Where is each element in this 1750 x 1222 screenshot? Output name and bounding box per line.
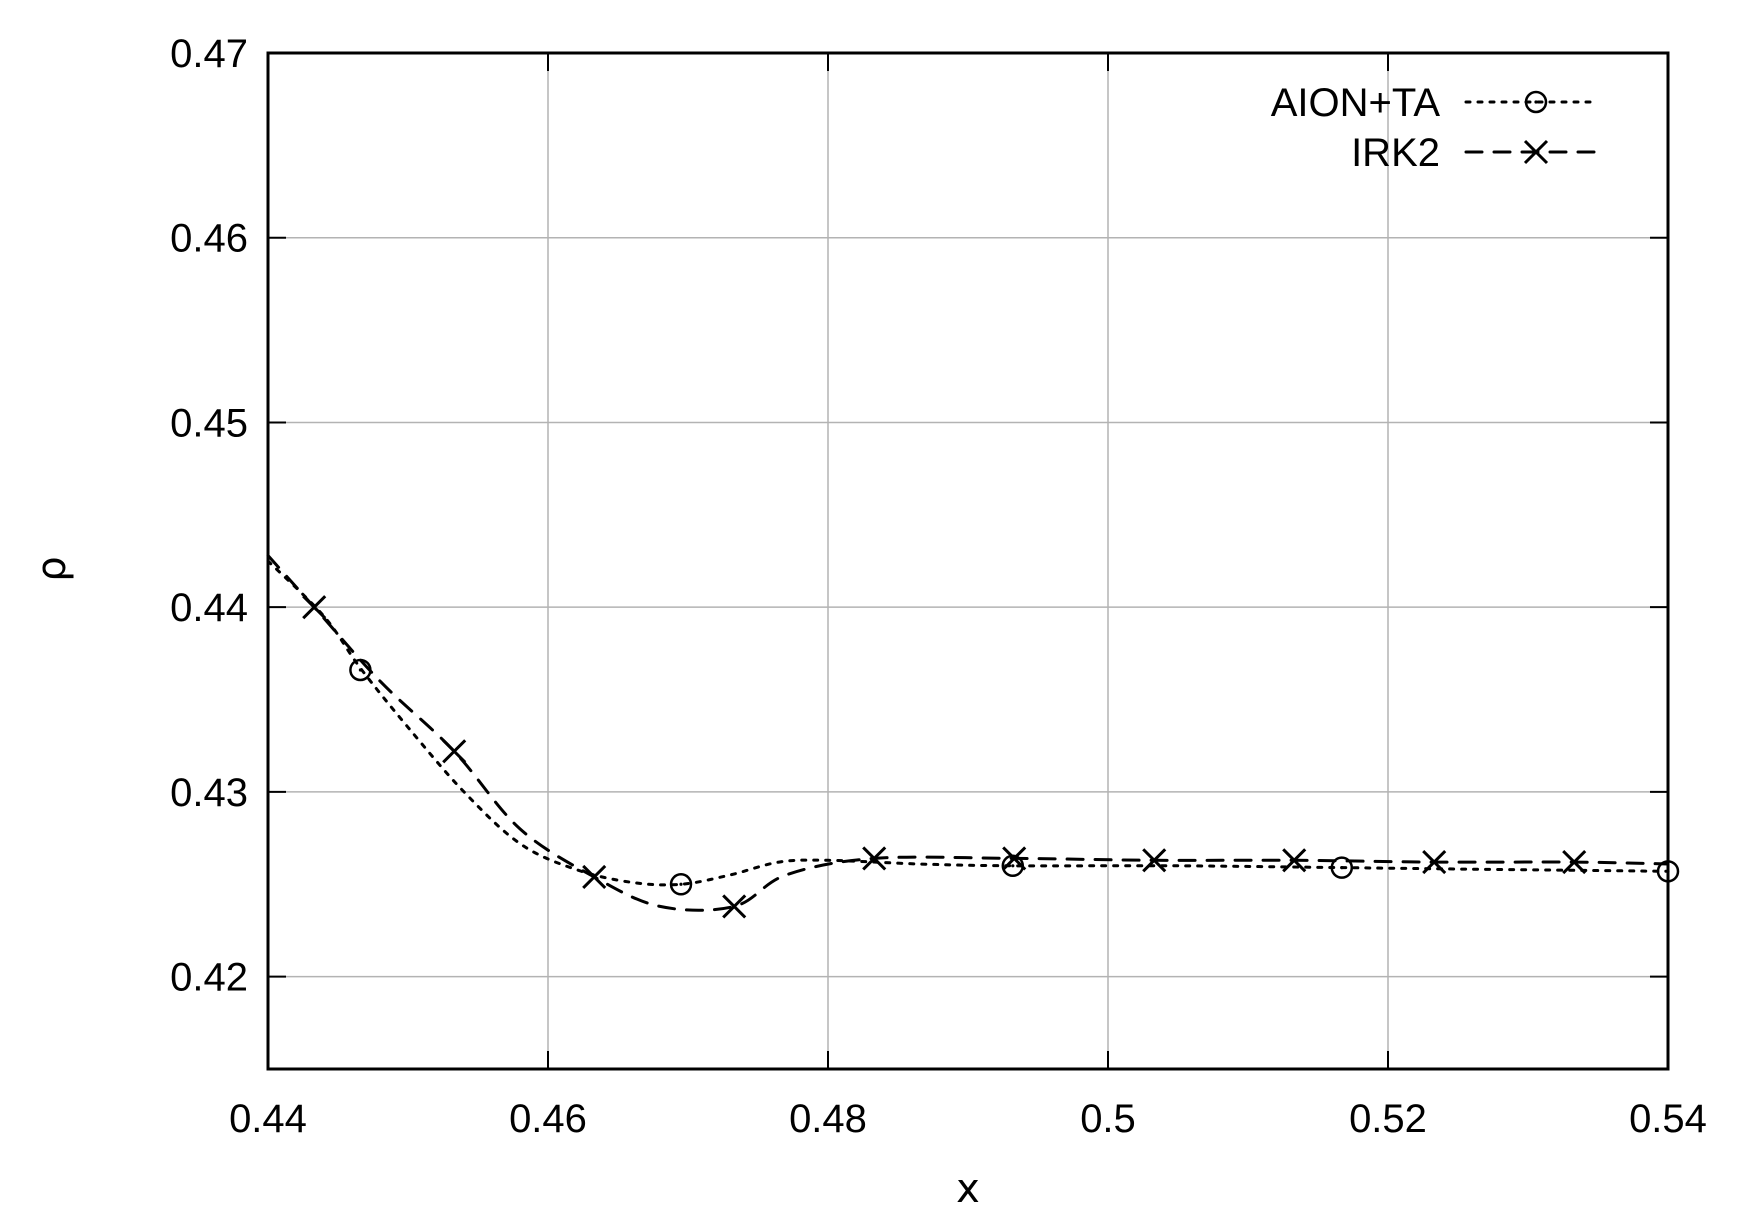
data-point-cross	[862, 846, 887, 871]
plot-frame	[266, 51, 1670, 1071]
x-tick-label: 0.48	[789, 1097, 867, 1141]
data-point-circle-dot	[358, 668, 362, 672]
x-axis-title: x	[956, 1166, 980, 1212]
data-point-circle	[1330, 856, 1354, 879]
grid	[268, 53, 1668, 1069]
y-tick-label: 0.43	[170, 771, 248, 815]
x-tick-label: 0.52	[1349, 1097, 1427, 1141]
data-point-cross	[1422, 850, 1447, 875]
y-tick-label: 0.45	[170, 401, 248, 445]
legend-label: IRK2	[1351, 131, 1440, 175]
legend-circle-marker-dot	[1534, 100, 1538, 104]
y-tick-label: 0.44	[170, 586, 248, 630]
legend-circle-marker	[1524, 90, 1548, 114]
legend: AION+TA IRK2	[1271, 81, 1600, 175]
x-tick-label: 0.5	[1080, 1097, 1136, 1141]
y-tick-label: 0.42	[170, 956, 248, 1000]
series-line	[266, 554, 1670, 912]
data-point-cross	[722, 894, 747, 919]
data-point-circle-dot	[1340, 866, 1344, 870]
ticks	[267, 52, 1669, 1069]
series-aion-ta	[266, 559, 1680, 896]
data-point-cross	[442, 739, 467, 764]
data-point-cross	[1002, 846, 1027, 871]
x-tick-label: 0.44	[229, 1097, 307, 1141]
series-irk2	[266, 554, 1670, 919]
y-axis-title: ρ	[29, 556, 75, 581]
tick-labels: 0.44 0.46 0.48 0.5 0.52 0.54 0.42 0.43 0.44 0.45 0…	[170, 32, 1707, 1141]
data-point-cross	[302, 595, 327, 620]
series-line	[266, 559, 1670, 887]
data-point-cross	[582, 864, 607, 889]
legend-cross-marker	[1523, 139, 1549, 165]
x-tick-label: 0.54	[1629, 1097, 1707, 1141]
legend-label: AION+TA	[1271, 81, 1441, 125]
y-tick-label: 0.47	[170, 32, 248, 76]
data-point-cross	[1142, 848, 1167, 873]
data-point-cross	[1562, 850, 1587, 875]
data-point-circle-dot	[1011, 864, 1015, 868]
data-point-circle-dot	[679, 882, 683, 886]
series-layer	[266, 554, 1680, 919]
data-point-circle	[669, 873, 693, 896]
y-tick-label: 0.46	[170, 217, 248, 261]
data-point-cross	[1282, 848, 1307, 873]
x-tick-label: 0.46	[509, 1097, 587, 1141]
